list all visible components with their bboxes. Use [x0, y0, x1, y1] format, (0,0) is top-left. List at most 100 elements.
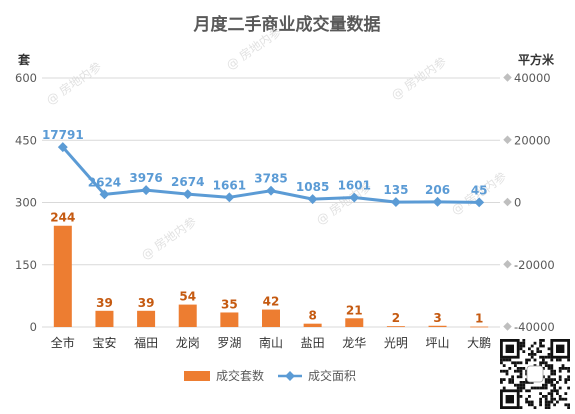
bar-6: [303, 323, 322, 327]
qr-module: [550, 395, 554, 398]
qr-module: [502, 386, 506, 390]
qr-module: [542, 383, 545, 387]
bar-2: [137, 310, 156, 327]
qr-module: [561, 397, 565, 401]
qr-module: [550, 372, 554, 376]
qr-module: [556, 389, 559, 393]
qr-module: [519, 389, 523, 393]
qr-module: [519, 406, 523, 409]
qr-module: [533, 406, 537, 409]
qr-module: [500, 361, 503, 365]
qr-module: [553, 372, 556, 376]
bar-label-3: 54: [179, 290, 196, 304]
qr-module: [522, 386, 526, 390]
qr-module: [564, 403, 568, 407]
qr-module: [547, 347, 551, 351]
bar-label-4: 35: [221, 297, 238, 311]
qr-module: [533, 341, 537, 345]
qr-module: [553, 386, 556, 390]
qr-module: [544, 378, 548, 381]
qr-module: [564, 367, 568, 370]
qr-module: [542, 339, 545, 342]
line-point-5: [266, 185, 276, 196]
qr-module: [550, 364, 554, 367]
qr-module: [525, 372, 528, 376]
qr-module: [547, 375, 551, 379]
right-tick-marker: [503, 135, 512, 144]
qr-module: [567, 367, 570, 370]
qr-module: [558, 395, 562, 398]
x-axis-labels: 全市 宝安 福田 龙岗 罗湖 南山 盐田 龙华 光明 坪山 大鹏: [51, 335, 491, 350]
qr-module: [528, 353, 531, 356]
qr-module: [553, 378, 556, 381]
qr-module: [502, 364, 506, 367]
qr-module: [567, 369, 570, 373]
qr-module: [522, 367, 526, 370]
qr-module: [558, 378, 562, 381]
qr-module: [567, 358, 570, 362]
qr-module: [567, 403, 570, 407]
qr-module: [544, 383, 548, 387]
x-label-9: 坪山: [426, 336, 450, 350]
qr-module: [567, 406, 570, 409]
qr-module: [561, 364, 565, 367]
qr-module: [500, 381, 503, 384]
right-tick-marker: [503, 197, 512, 207]
watermark-text-1: @ 房地内参: [138, 214, 199, 263]
x-label-5: 南山: [259, 335, 283, 350]
qr-module: [558, 369, 562, 373]
line-point-1: [99, 189, 110, 200]
qr-module: [525, 397, 528, 401]
line-point-10: [474, 197, 485, 208]
qr-module: [530, 353, 534, 356]
qr-module: [544, 364, 548, 367]
qr-module: [544, 386, 548, 390]
qr-module: [514, 361, 517, 365]
qr-module: [567, 386, 570, 390]
qr-module: [530, 350, 534, 353]
line-point-4: [224, 192, 235, 203]
bar-label-6: 8: [308, 309, 316, 323]
left-tick-label: 600: [15, 71, 37, 85]
qr-module: [550, 400, 554, 404]
bar-3: [178, 304, 197, 327]
qr-module: [556, 358, 559, 362]
qr-module: [539, 361, 542, 365]
qr-module: [522, 341, 526, 345]
right-tick-label: 20000: [514, 133, 551, 147]
qr-code: [500, 339, 570, 409]
left-tick-label: 300: [15, 196, 37, 210]
qr-module: [530, 386, 534, 390]
x-label-8: 光明: [384, 336, 408, 350]
qr-module: [550, 367, 554, 370]
qr-module: [567, 375, 570, 379]
bar-label-0: 244: [50, 211, 75, 225]
qr-module: [500, 358, 503, 362]
qr-module: [539, 350, 542, 353]
qr-module: [516, 367, 520, 370]
line-point-8: [390, 197, 401, 208]
line-label-9: 206: [425, 183, 450, 197]
qr-module: [519, 341, 523, 345]
bar-4: [220, 312, 239, 327]
qr-module: [511, 375, 514, 379]
x-label-1: 宝安: [92, 335, 116, 350]
qr-module: [561, 367, 565, 370]
qr-module: [533, 386, 537, 390]
qr-module: [544, 400, 548, 404]
qr-module: [539, 355, 542, 359]
right-axis-ticks: -40000 -20000 0 20000 40000: [503, 71, 555, 334]
bar-data-labels: 244 39 39 54 35 42 8 21 2 3 1: [50, 211, 483, 326]
qr-module: [508, 358, 512, 362]
x-label-0: 全市: [51, 335, 75, 350]
left-axis-unit: 套: [17, 52, 31, 67]
legend: 成交套数 成交面积: [184, 368, 356, 383]
qr-module: [533, 353, 537, 356]
qr-module: [542, 355, 545, 359]
qr-module: [558, 358, 562, 362]
qr-module: [530, 344, 534, 348]
left-tick-label: 450: [15, 133, 37, 147]
qr-module: [519, 367, 523, 370]
right-tick-label: -40000: [514, 320, 555, 334]
bar-series: [53, 225, 489, 328]
